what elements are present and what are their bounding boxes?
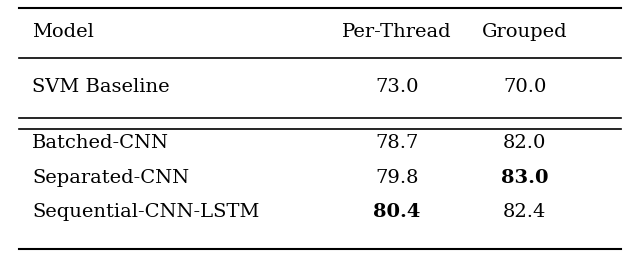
Text: Model: Model: [32, 23, 94, 41]
Text: Grouped: Grouped: [482, 23, 568, 41]
Text: Sequential-CNN-LSTM: Sequential-CNN-LSTM: [32, 203, 259, 221]
Text: 73.0: 73.0: [375, 78, 419, 96]
Text: Per-Thread: Per-Thread: [342, 23, 452, 41]
Text: 70.0: 70.0: [503, 78, 547, 96]
Text: Batched-CNN: Batched-CNN: [32, 134, 169, 152]
Text: 82.4: 82.4: [503, 203, 547, 221]
Text: 80.4: 80.4: [373, 203, 420, 221]
Text: 82.0: 82.0: [503, 134, 547, 152]
Text: 79.8: 79.8: [375, 169, 419, 187]
Text: SVM Baseline: SVM Baseline: [32, 78, 170, 96]
Text: Separated-CNN: Separated-CNN: [32, 169, 189, 187]
Text: 83.0: 83.0: [501, 169, 548, 187]
Text: 78.7: 78.7: [375, 134, 419, 152]
